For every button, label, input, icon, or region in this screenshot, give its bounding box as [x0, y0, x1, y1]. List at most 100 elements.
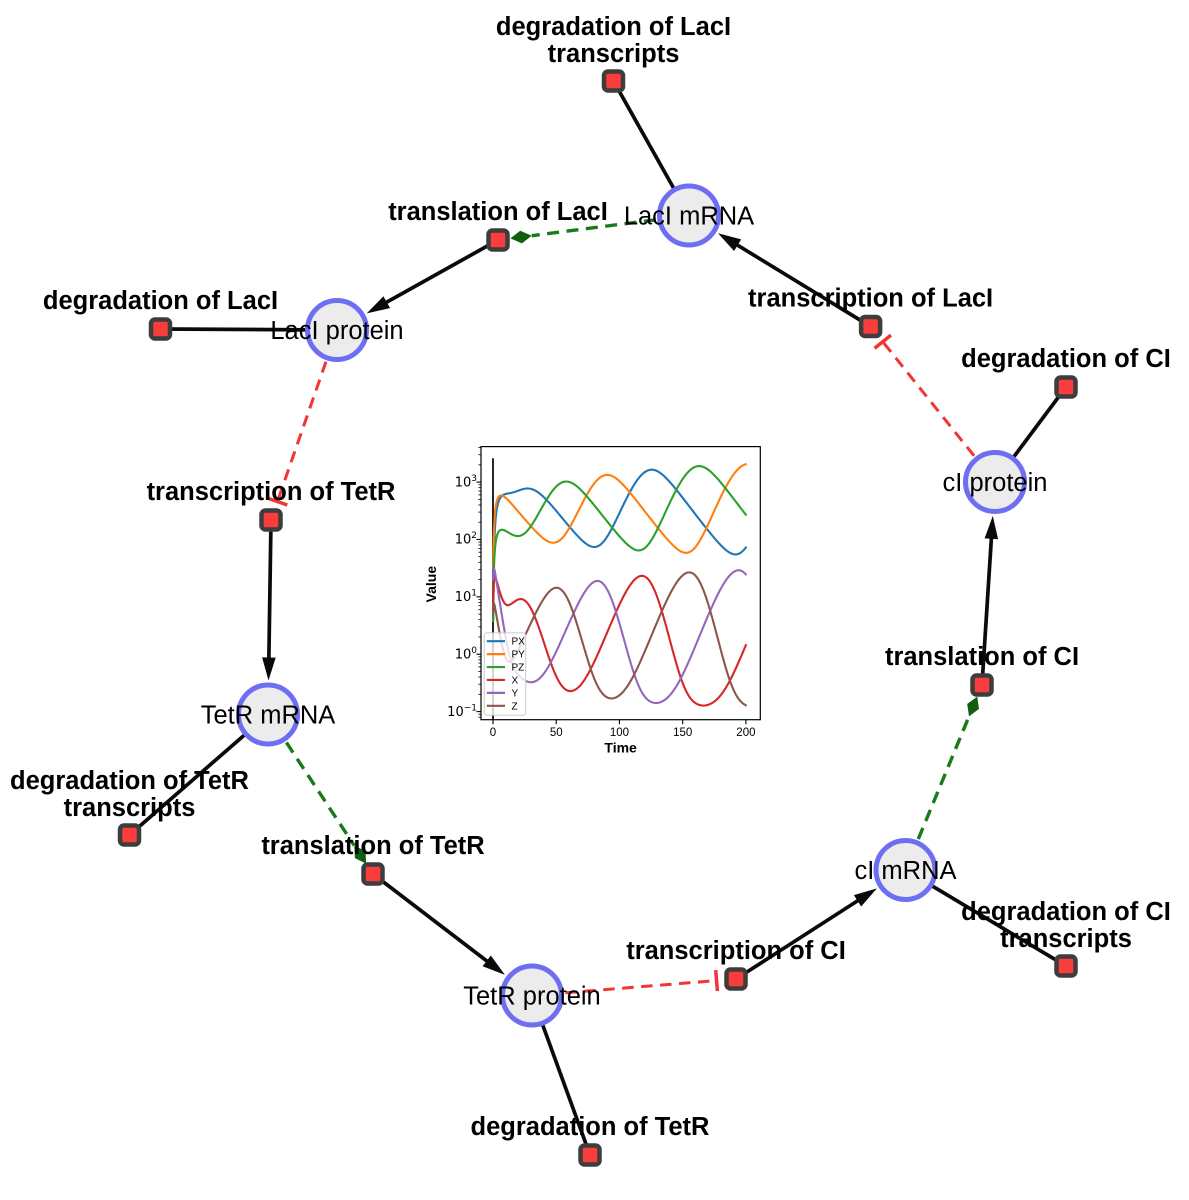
series-PY	[492, 463, 747, 570]
species-label-laci_protein: LacI protein	[270, 317, 403, 345]
legend-label-PY: PY	[512, 650, 526, 661]
arrowhead-edge-production-transcription_tetr-tetr_mrna	[262, 657, 276, 681]
series-X	[492, 574, 747, 707]
diamond-head-edge-modifier-laci_mrna-translation_laci	[510, 230, 532, 244]
edge-modifier-laci_mrna-translation_laci	[531, 218, 656, 238]
reaction-square-transcription_ci	[724, 967, 748, 991]
edge-heads-layer	[262, 230, 999, 992]
reaction-label-translation_tetr: translation of TetR	[261, 832, 484, 860]
arrowhead-edge-production-transcription_laci-laci_mrna	[718, 233, 742, 251]
legend-label-Z: Z	[512, 701, 518, 712]
arrowhead-edge-production-translation_laci-laci_protein	[366, 296, 391, 314]
species-circle-laci_protein	[305, 298, 369, 362]
diamond-head-edge-modifier-ci_mrna-translation_ci	[967, 696, 979, 717]
series-Z	[492, 571, 747, 707]
edges-layer	[128, 80, 1068, 1156]
reaction-node-deg_laci[interactable]	[148, 317, 173, 341]
legend-entry-X: X	[486, 675, 519, 686]
reaction-square-deg_laci_tr	[601, 69, 626, 93]
species-node-laci_protein[interactable]	[305, 298, 369, 362]
inset-y-axis-label: Value	[423, 566, 439, 603]
reaction-node-translation_tetr[interactable]	[361, 862, 385, 886]
edge-inhibition-laci_protein-transcription_tetr	[275, 361, 328, 503]
reaction-label-deg_laci: degradation of LacI	[43, 287, 278, 315]
y-tick-label-1e3: 103	[455, 474, 477, 491]
reaction-node-translation_laci[interactable]	[486, 228, 510, 252]
species-label-ci_protein: cI protein	[943, 469, 1048, 497]
reaction-square-deg_laci	[148, 317, 173, 341]
legend-label-X: X	[512, 675, 519, 686]
species-label-laci_mrna: LacI mRNA	[624, 203, 754, 231]
svg-text:degradation of LacI: degradation of LacI	[496, 13, 731, 41]
reaction-square-deg_ci_tr	[1054, 954, 1078, 978]
species-circle-ci_mrna	[873, 838, 938, 902]
inset-simulation-plot: 0 50 100 150 20010−1100101102103TimeValuePXP…	[423, 446, 761, 756]
x-tick-label-150: 150	[673, 727, 692, 739]
legend-entry-PY: PY	[486, 650, 526, 661]
edge-production-translation_tetr-tetr_protein	[371, 872, 490, 964]
edge-production-transcription_ci-ci_mrna	[734, 898, 861, 981]
legend-entry-PZ: PZ	[486, 663, 525, 674]
series-PZ	[492, 465, 747, 623]
tee-head-edge-inhibition-laci_protein-transcription_tetr	[266, 496, 288, 507]
nodes-layer	[117, 69, 1078, 1167]
reaction-node-transcription_ci[interactable]	[724, 967, 748, 991]
reaction-label-translation_laci: translation of LacI	[388, 198, 608, 226]
species-circle-tetr_mrna	[236, 682, 300, 747]
legend-label-PZ: PZ	[512, 663, 525, 674]
reaction-label-translation_ci: translation of CI	[885, 643, 1079, 671]
reaction-square-transcription_laci	[858, 314, 883, 339]
species-circle-laci_mrna	[657, 183, 721, 248]
reaction-square-translation_laci	[486, 228, 510, 252]
reaction-square-translation_tetr	[361, 862, 385, 886]
reaction-square-translation_ci	[970, 673, 994, 697]
y-tick-label-1e1: 101	[455, 589, 477, 606]
x-tick-label-0: 0	[490, 727, 496, 739]
svg-text:degradation of CI: degradation of CI	[961, 345, 1171, 373]
legend-entry-Y: Y	[486, 688, 519, 699]
svg-text:transcription of TetR: transcription of TetR	[147, 478, 396, 506]
svg-text:transcripts: transcripts	[548, 40, 680, 68]
edge-production-transcription_laci-laci_mrna	[734, 242, 872, 329]
species-node-tetr_protein[interactable]	[500, 963, 564, 1028]
reaction-node-transcription_tetr[interactable]	[259, 508, 283, 532]
y-tick-label-1e2: 102	[455, 531, 477, 548]
reaction-node-translation_ci[interactable]	[970, 673, 994, 697]
species-node-tetr_mrna[interactable]	[236, 682, 300, 747]
reaction-node-deg_tetr_tr[interactable]	[117, 823, 142, 847]
edge-modifier-tetr_mrna-translation_tetr	[285, 741, 356, 847]
reaction-label-transcription_laci: transcription of LacI	[748, 285, 993, 313]
labels-layer: LacI mRNA LacI protein TetR mRNA TetR prote…	[10, 13, 1171, 1141]
species-label-ci_mrna: cI mRNA	[855, 857, 957, 885]
species-node-ci_protein[interactable]	[963, 450, 1027, 514]
x-tick-label-200: 200	[736, 727, 755, 739]
svg-text:translation of TetR: translation of TetR	[261, 832, 484, 860]
tee-head-edge-inhibition-tetr_protein-transcription_ci	[713, 969, 720, 992]
reaction-node-deg_tetr[interactable]	[578, 1143, 602, 1167]
reaction-square-transcription_tetr	[259, 508, 283, 532]
reaction-square-deg_tetr_tr	[117, 823, 142, 847]
svg-text:degradation of TetR: degradation of TetR	[10, 767, 249, 795]
reaction-square-deg_tetr	[578, 1143, 602, 1167]
inset-x-axis-label: Time	[604, 740, 637, 756]
reaction-node-deg_laci_tr[interactable]	[601, 69, 626, 93]
svg-text:degradation of CI: degradation of CI	[961, 898, 1171, 926]
reaction-label-deg_ci: degradation of CI	[961, 345, 1171, 373]
edge-inhibition-tetr_protein-transcription_ci	[565, 979, 717, 995]
reaction-node-deg_ci_tr[interactable]	[1054, 954, 1078, 978]
species-label-tetr_mrna: TetR mRNA	[201, 702, 336, 730]
species-node-ci_mrna[interactable]	[873, 838, 938, 902]
reaction-node-deg_ci[interactable]	[1054, 375, 1078, 399]
legend-entry-Z: Z	[486, 701, 518, 712]
series-Y	[491, 567, 747, 705]
reaction-square-deg_ci	[1054, 375, 1078, 399]
species-circle-tetr_protein	[500, 963, 564, 1028]
reaction-node-transcription_laci[interactable]	[858, 314, 883, 339]
svg-text:translation of CI: translation of CI	[885, 643, 1079, 671]
species-node-laci_mrna[interactable]	[657, 183, 721, 248]
edge-inhibition-ci_protein-transcription_laci	[881, 340, 976, 457]
legend-label-Y: Y	[512, 688, 519, 699]
